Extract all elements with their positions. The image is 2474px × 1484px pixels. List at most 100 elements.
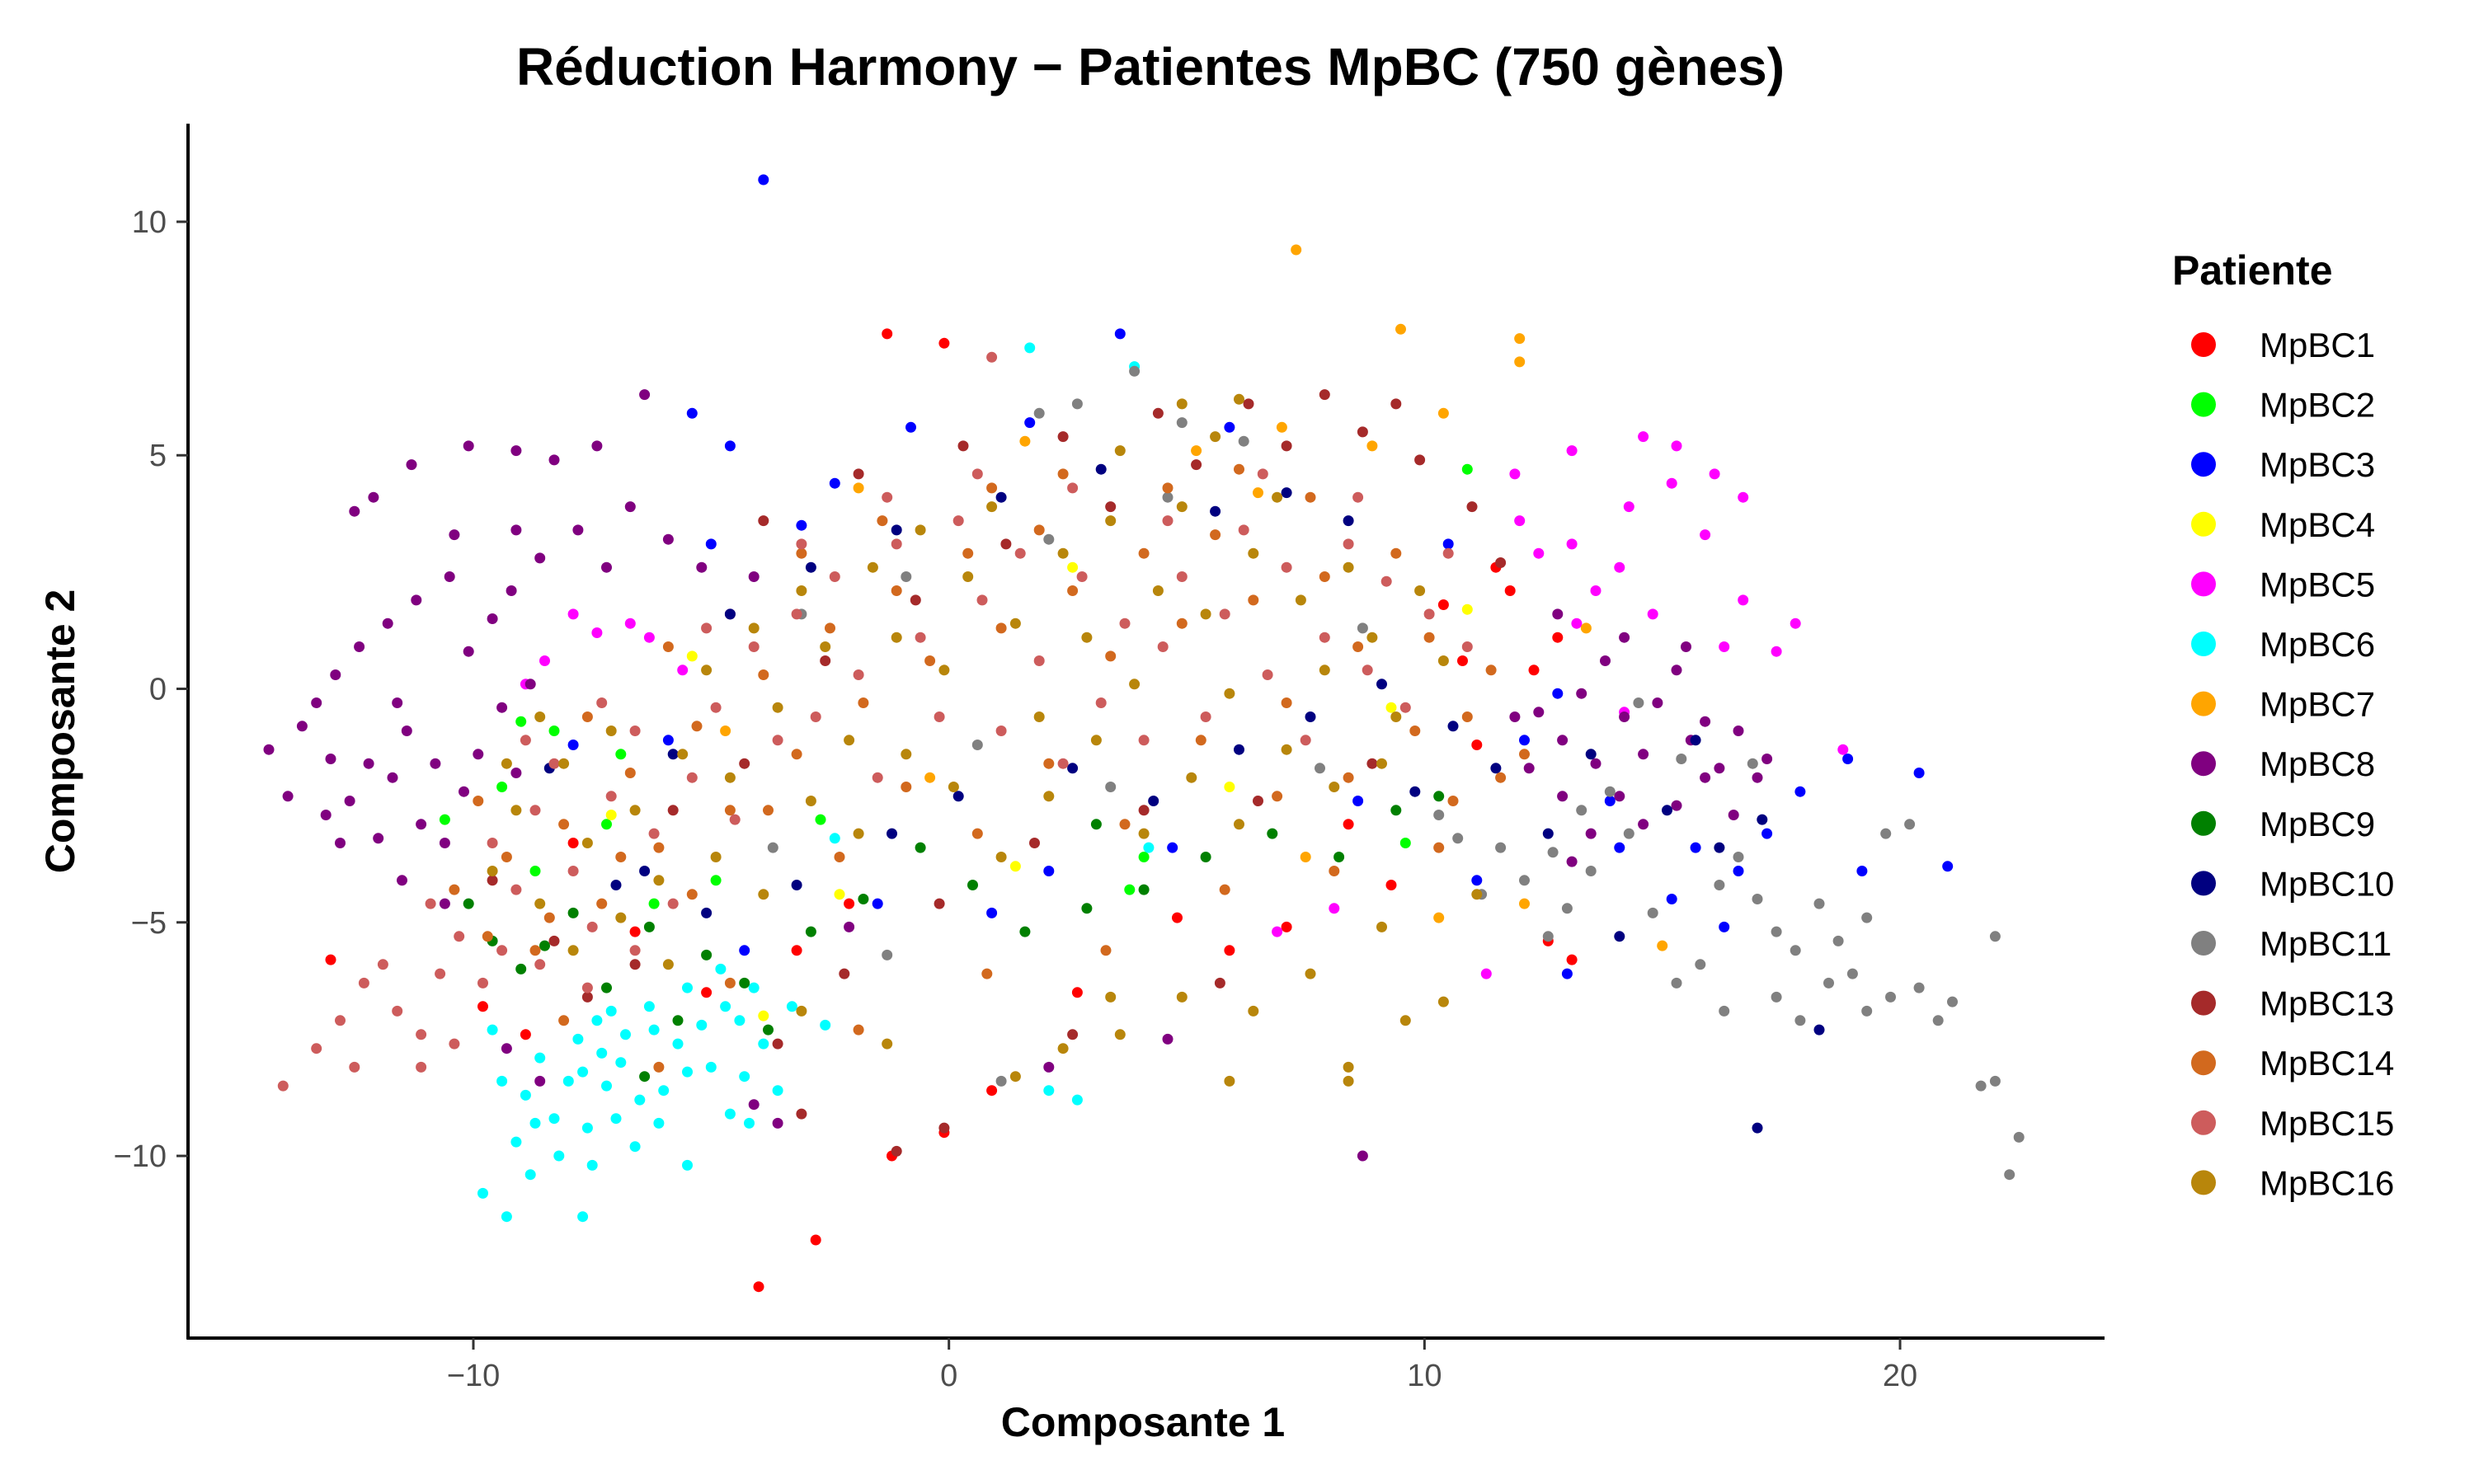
data-point bbox=[482, 931, 493, 942]
data-point bbox=[1305, 711, 1316, 722]
data-point bbox=[748, 641, 760, 652]
data-point bbox=[1138, 547, 1150, 559]
data-point bbox=[1152, 407, 1164, 419]
data-point bbox=[581, 991, 593, 1003]
data-point bbox=[411, 594, 422, 606]
data-point bbox=[1067, 763, 1079, 774]
data-point bbox=[643, 921, 655, 932]
data-point bbox=[439, 814, 450, 825]
data-point bbox=[829, 571, 840, 582]
data-point bbox=[891, 524, 902, 536]
data-point bbox=[1614, 842, 1625, 853]
data-point bbox=[1234, 744, 1244, 755]
data-point bbox=[882, 1038, 893, 1050]
data-point bbox=[1495, 772, 1507, 783]
data-point bbox=[1542, 931, 1554, 942]
data-point bbox=[591, 627, 603, 638]
data-point bbox=[605, 726, 617, 736]
data-point bbox=[1457, 655, 1468, 666]
data-point bbox=[639, 389, 651, 401]
data-point bbox=[572, 1033, 584, 1045]
data-point bbox=[1272, 491, 1283, 503]
data-point bbox=[1100, 945, 1112, 956]
data-point bbox=[1461, 603, 1473, 615]
data-point bbox=[1172, 912, 1183, 923]
legend-label: MpBC4 bbox=[2260, 505, 2375, 544]
data-point bbox=[1200, 608, 1211, 620]
data-point bbox=[853, 482, 864, 494]
data-point bbox=[1681, 641, 1691, 652]
data-point bbox=[1138, 884, 1150, 895]
data-point bbox=[473, 796, 484, 806]
data-point bbox=[1333, 852, 1345, 862]
data-point bbox=[748, 622, 760, 634]
data-point bbox=[1276, 421, 1287, 433]
data-point bbox=[872, 772, 883, 783]
data-point bbox=[1138, 805, 1150, 816]
data-point bbox=[986, 501, 998, 513]
data-point bbox=[1033, 524, 1045, 536]
data-point bbox=[1281, 697, 1292, 708]
data-point bbox=[477, 977, 488, 989]
legend-title: Patiente bbox=[2172, 247, 2333, 294]
data-point bbox=[629, 945, 641, 956]
data-point bbox=[1437, 407, 1449, 419]
data-point bbox=[1281, 440, 1292, 452]
legend-key-MpBC16 bbox=[2191, 1170, 2216, 1195]
data-point bbox=[596, 898, 608, 909]
data-point bbox=[667, 805, 679, 816]
data-point bbox=[658, 1085, 670, 1097]
legend-label: MpBC7 bbox=[2260, 685, 2375, 724]
data-point bbox=[510, 1136, 522, 1148]
data-point bbox=[1738, 491, 1749, 503]
data-point bbox=[1552, 608, 1564, 620]
data-point bbox=[986, 907, 998, 918]
data-point bbox=[682, 1066, 693, 1078]
data-point bbox=[1571, 618, 1583, 629]
data-point bbox=[558, 819, 570, 830]
data-point bbox=[1709, 468, 1720, 480]
data-point bbox=[534, 552, 546, 564]
data-point bbox=[796, 538, 807, 550]
data-point bbox=[1033, 655, 1045, 666]
data-point bbox=[887, 828, 897, 839]
data-point bbox=[1352, 641, 1364, 652]
data-point bbox=[1638, 431, 1649, 443]
data-point bbox=[1590, 758, 1602, 769]
data-point bbox=[1604, 786, 1616, 797]
data-point bbox=[1114, 328, 1126, 340]
data-point bbox=[1385, 880, 1397, 890]
data-point bbox=[758, 889, 769, 900]
data-point bbox=[515, 963, 527, 974]
data-point bbox=[1666, 894, 1677, 904]
data-point bbox=[1162, 1033, 1174, 1045]
data-point bbox=[839, 968, 850, 979]
data-point bbox=[1566, 538, 1578, 550]
legend-label: MpBC15 bbox=[2260, 1104, 2394, 1143]
data-point bbox=[1148, 796, 1159, 806]
data-point bbox=[744, 1117, 755, 1129]
data-point bbox=[1576, 805, 1587, 816]
data-point bbox=[1619, 711, 1630, 722]
data-point bbox=[430, 758, 441, 769]
data-point bbox=[1437, 599, 1449, 610]
data-point bbox=[648, 828, 660, 839]
data-point bbox=[1295, 594, 1306, 606]
data-point bbox=[510, 524, 522, 536]
data-point bbox=[1352, 796, 1364, 806]
data-point bbox=[834, 889, 845, 900]
data-point bbox=[1861, 1005, 1873, 1017]
series-MpBC3 bbox=[567, 174, 1954, 979]
data-point bbox=[825, 622, 835, 634]
legend-label: MpBC16 bbox=[2260, 1163, 2394, 1202]
data-point bbox=[643, 632, 655, 643]
data-point bbox=[1913, 982, 1925, 993]
data-point bbox=[1447, 796, 1459, 806]
data-point bbox=[748, 571, 760, 582]
data-point bbox=[1752, 1122, 1763, 1134]
data-point bbox=[724, 805, 736, 816]
data-point bbox=[567, 945, 579, 956]
data-point bbox=[1390, 547, 1402, 559]
data-point bbox=[1423, 632, 1435, 643]
data-point bbox=[1552, 688, 1564, 699]
